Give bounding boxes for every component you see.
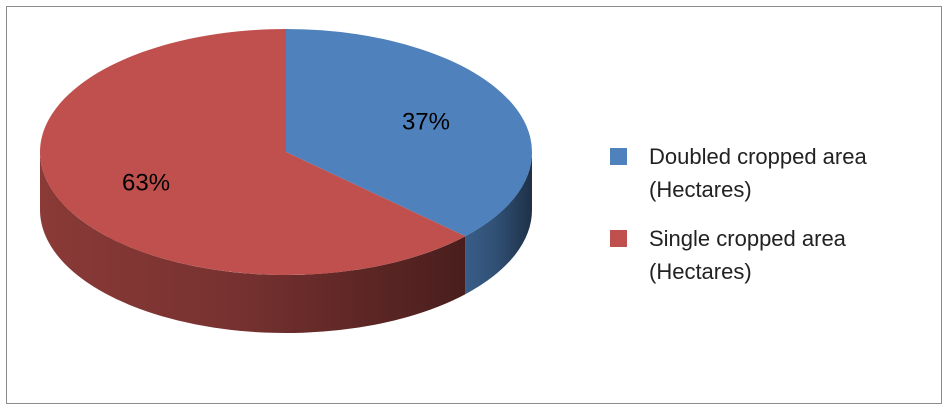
legend-swatch-single [610, 230, 627, 247]
pie-slice-single [39, 29, 466, 275]
legend-item-doubled: Doubled cropped area (Hectares) [610, 140, 919, 206]
legend-label-doubled: Doubled cropped area (Hectares) [649, 144, 867, 202]
legend-label-single: Single cropped area (Hectares) [649, 226, 846, 284]
pie-side-doubled [465, 152, 532, 295]
pie-slice-doubled [286, 29, 532, 237]
pie-side-single [40, 152, 466, 334]
data-label-single: 63% [122, 169, 170, 196]
legend-item-single: Single cropped area (Hectares) [610, 222, 919, 288]
legend: Doubled cropped area (Hectares) Single c… [610, 140, 919, 304]
legend-swatch-doubled [610, 148, 627, 165]
data-label-doubled: 37% [402, 109, 450, 136]
